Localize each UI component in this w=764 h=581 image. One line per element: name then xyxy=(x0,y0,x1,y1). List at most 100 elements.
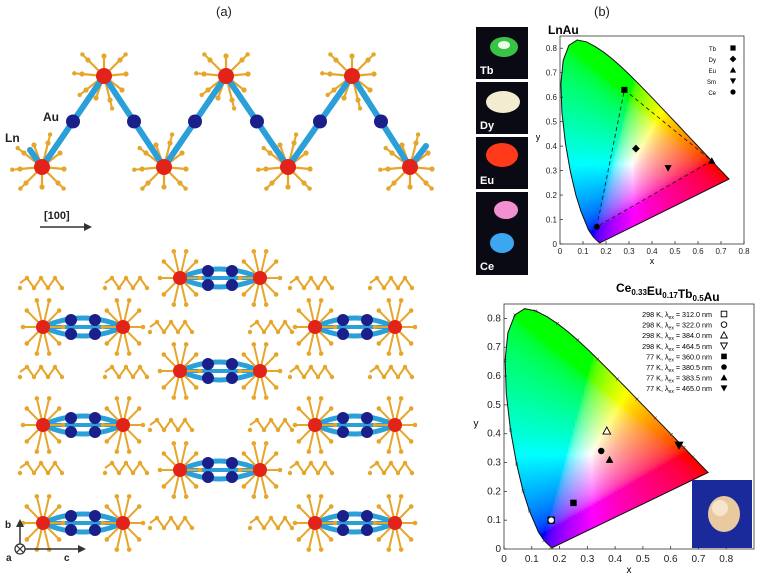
swatch-ce: Ce xyxy=(476,227,528,275)
y-tick-label: 0.1 xyxy=(487,515,501,526)
swatch-label: Eu xyxy=(480,175,495,187)
swatch-tb: Tb xyxy=(476,27,528,79)
legend-marker xyxy=(729,66,737,73)
locus-tick: × xyxy=(508,428,512,435)
legend-label: Tb xyxy=(709,47,717,53)
y-tick-label: 0.1 xyxy=(546,216,558,225)
y-tick-label: 0.6 xyxy=(487,371,501,382)
legend-marker xyxy=(730,45,736,51)
legend-label: 298 K, λex = 464.5 nm xyxy=(642,342,712,353)
axis-a-label: a xyxy=(6,553,12,564)
x-tick-label: 0.1 xyxy=(577,247,589,256)
x-tick-label: 0.5 xyxy=(636,554,650,565)
swatch-label: Tb xyxy=(480,65,494,77)
legend-marker xyxy=(729,78,737,85)
panel-b-label: (b) xyxy=(594,4,610,19)
locus-tick: × xyxy=(576,338,580,345)
locus-tick: × xyxy=(550,545,554,552)
data-point xyxy=(632,144,640,153)
y-tick-label: 0.4 xyxy=(546,142,558,151)
locus-tick: × xyxy=(635,397,639,404)
cie-chart-mixed: 0 0.1 0.2 0.3 0.4 0.5 0.6 0.7 0.8 0 0.1 0.2 0.3 0.4 0.… xyxy=(474,281,755,576)
y-tick-label: 0 xyxy=(495,544,501,555)
x-tick-label: 0.3 xyxy=(623,247,635,256)
cie-chart-lnau: 0 0.1 0.2 0.3 0.4 0.5 0.6 0.7 0.8 0 0.1 0.2 0.3 0.4 0.… xyxy=(536,24,750,266)
legend-marker xyxy=(729,55,737,63)
locus-tick: × xyxy=(549,545,553,552)
swatch-label: Dy xyxy=(480,120,495,132)
swatch-eu: Eu xyxy=(476,137,528,189)
legend-marker xyxy=(720,374,728,381)
data-point xyxy=(593,223,600,230)
data-point xyxy=(675,442,683,450)
locus-tick: × xyxy=(615,377,619,384)
swatch-label: Ce xyxy=(480,261,495,273)
x-tick-label: 0.1 xyxy=(525,554,539,565)
legend-marker xyxy=(721,364,727,370)
legend-label: Ce xyxy=(708,91,716,97)
y-tick-label: 0.4 xyxy=(487,429,501,440)
data-point xyxy=(598,447,605,455)
spectral-locus xyxy=(504,308,709,549)
locus-tick: × xyxy=(556,321,560,328)
x-tick-label: 0.8 xyxy=(719,554,733,565)
au-ln-chain xyxy=(10,52,435,191)
y-axis-label: y xyxy=(536,132,541,142)
legend-marker xyxy=(730,89,736,95)
x-tick-label: 0.2 xyxy=(600,247,612,256)
data-point xyxy=(621,86,628,93)
y-tick-label: 0.5 xyxy=(546,118,558,127)
locus-tick: × xyxy=(669,432,673,439)
chart-title: Ce0.33Eu0.17Tb0.5Au xyxy=(616,281,720,304)
spectral-locus xyxy=(560,39,730,244)
legend-marker xyxy=(720,321,728,328)
x-tick-label: 0.5 xyxy=(669,247,681,256)
swatch-dy: Dy xyxy=(476,82,528,134)
plot-frame xyxy=(503,303,755,550)
locus-tick: × xyxy=(534,308,538,315)
x-tick-label: 0.7 xyxy=(715,247,727,256)
axis-c-label: c xyxy=(64,553,70,564)
legend-label: 77 K, λex = 465.0 nm xyxy=(646,384,712,395)
y-tick-label: 0.8 xyxy=(487,313,501,324)
data-point xyxy=(605,455,614,463)
legend-marker xyxy=(719,342,729,351)
legend-label: Dy xyxy=(709,58,716,64)
cie-gamut xyxy=(560,40,730,243)
locus-tick: × xyxy=(682,445,686,452)
x-axis-label: x xyxy=(627,565,632,576)
x-tick-label: 0.7 xyxy=(691,554,705,565)
locus-tick: × xyxy=(503,358,507,365)
x-tick-label: 0 xyxy=(501,554,507,565)
legend-label: 77 K, λex = 380.5 nm xyxy=(646,363,712,374)
x-axis-label: x xyxy=(650,256,655,266)
locus-tick: × xyxy=(527,508,531,515)
y-tick-label: 0.3 xyxy=(546,167,558,176)
ln-atom-label: Ln xyxy=(5,131,20,145)
locus-tick: × xyxy=(513,312,517,319)
axis-b-label: b xyxy=(5,520,12,531)
locus-tick: × xyxy=(691,454,695,461)
legend-label: Sm xyxy=(707,80,716,86)
x-tick-label: 0.8 xyxy=(738,247,750,256)
gamut-triangle xyxy=(596,89,713,228)
crystal-structure-figure xyxy=(10,52,435,555)
legend-marker xyxy=(719,330,729,339)
au-atom-label: Au xyxy=(43,110,59,124)
y-tick-label: 0.2 xyxy=(546,191,558,200)
y-tick-label: 0.7 xyxy=(487,342,501,353)
x-tick-label: 0.6 xyxy=(692,247,704,256)
direction-label: [100] xyxy=(44,210,70,222)
x-tick-label: 0.2 xyxy=(553,554,567,565)
y-tick-label: 0 xyxy=(553,240,558,249)
data-point xyxy=(664,165,672,172)
y-tick-label: 0.7 xyxy=(546,69,558,78)
x-tick-label: 0.3 xyxy=(580,554,594,565)
y-tick-label: 0.8 xyxy=(546,44,558,53)
locus-tick: × xyxy=(596,357,600,364)
legend-label: 298 K, λex = 384.0 nm xyxy=(642,331,712,342)
legend-label: 298 K, λex = 322.0 nm xyxy=(642,321,712,332)
legend-marker xyxy=(720,310,728,318)
legend-label: 77 K, λex = 360.0 nm xyxy=(646,352,712,363)
crystal-packing xyxy=(17,249,418,552)
